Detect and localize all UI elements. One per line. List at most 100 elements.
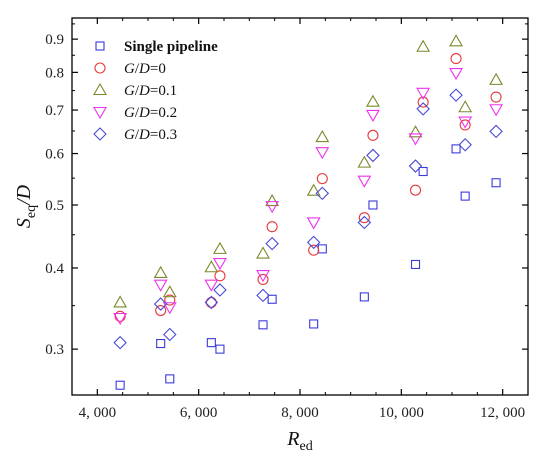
data-point — [489, 104, 504, 117]
data-point — [315, 147, 330, 160]
data-point — [489, 72, 504, 85]
data-point — [113, 335, 127, 350]
data-point — [256, 270, 270, 283]
data-point — [366, 109, 380, 123]
x-tick-label: 6, 000 — [180, 405, 218, 421]
legend-marker — [93, 106, 107, 120]
data-point — [458, 116, 473, 129]
data-point — [153, 279, 168, 292]
data-point — [408, 159, 423, 173]
data-point — [459, 119, 471, 131]
legend-label: G/D=0.3 — [124, 127, 177, 143]
tick-marks: 4, 000 6, 000 8, 000 10, 000 12, 000 0.3 0.4 0.… — [45, 18, 529, 421]
y-tick-label: 0.6 — [45, 147, 64, 163]
data-point — [156, 339, 166, 349]
data-point — [458, 137, 472, 152]
series-3 — [113, 68, 504, 326]
series-2 — [113, 34, 504, 308]
data-point — [257, 273, 269, 286]
y-axis-title-suffix: /D — [13, 184, 35, 206]
data-point — [418, 166, 428, 177]
y-axis-title-main: S — [13, 218, 35, 228]
data-point — [306, 217, 321, 230]
data-point — [366, 148, 380, 163]
legend-item: G/D=0.1 — [93, 82, 177, 99]
data-point — [489, 124, 503, 139]
series-4 — [113, 88, 503, 350]
data-point — [115, 380, 125, 390]
data-point — [449, 68, 464, 81]
data-point — [491, 178, 501, 188]
data-point — [258, 320, 268, 330]
data-point — [162, 302, 177, 315]
data-point — [113, 312, 128, 326]
data-point — [450, 53, 462, 65]
data-point — [214, 270, 226, 282]
data-points — [113, 34, 504, 390]
data-point — [204, 279, 219, 292]
data-point — [204, 260, 219, 273]
data-point — [256, 288, 270, 303]
data-point — [449, 34, 464, 47]
data-point — [265, 236, 279, 251]
data-point — [359, 292, 369, 302]
data-point — [357, 175, 372, 188]
legend-item: Single pipeline — [95, 39, 218, 55]
data-point — [153, 297, 168, 311]
data-point — [409, 184, 422, 196]
x-tick-label: 4, 000 — [79, 405, 117, 421]
legend-marker — [94, 62, 106, 74]
data-point — [366, 94, 380, 107]
legend: Single pipeline G/D=0 G/D=0.1 G/D=0.2 G/D=0.… — [93, 39, 218, 143]
data-point — [417, 96, 429, 108]
data-point — [212, 241, 227, 254]
data-point — [416, 39, 431, 52]
data-point — [163, 327, 177, 342]
data-point — [308, 244, 320, 256]
y-tick-label: 0.3 — [45, 342, 64, 358]
data-point — [155, 304, 167, 317]
legend-label: Single pipeline — [124, 39, 218, 55]
data-point — [265, 193, 280, 207]
data-point — [449, 88, 463, 102]
data-point — [266, 221, 278, 233]
y-tick-label: 0.9 — [45, 32, 64, 48]
series-0 — [115, 144, 501, 390]
data-point — [490, 91, 502, 103]
data-point — [367, 129, 379, 141]
legend-marker — [93, 127, 107, 141]
data-point — [416, 87, 431, 100]
data-point — [317, 244, 327, 254]
data-point — [204, 295, 219, 310]
data-point — [410, 259, 421, 270]
y-tick-label: 0.4 — [45, 261, 64, 277]
data-point — [358, 212, 370, 224]
x-axis-title: Red — [286, 428, 312, 454]
data-point — [357, 155, 372, 168]
data-point — [206, 338, 216, 348]
legend-marker — [95, 41, 105, 51]
data-point — [164, 294, 176, 306]
data-point — [315, 129, 330, 143]
data-point — [416, 102, 430, 116]
data-point — [316, 173, 328, 185]
data-point — [306, 235, 321, 250]
x-axis-title-main: R — [286, 428, 299, 450]
data-point — [306, 183, 321, 196]
x-axis-title-subscript: ed — [300, 439, 313, 454]
legend-label: G/D=0.1 — [124, 83, 177, 99]
data-point — [357, 215, 372, 230]
legend-label: G/D=0 — [124, 61, 166, 77]
y-tick-label: 0.8 — [45, 65, 64, 81]
data-point — [309, 319, 319, 329]
legend-item: G/D=0.3 — [93, 127, 177, 143]
data-point — [267, 294, 277, 304]
y-tick-label: 0.5 — [45, 198, 64, 214]
data-point — [458, 100, 473, 113]
data-point — [451, 144, 461, 154]
data-point — [368, 200, 378, 210]
data-point — [460, 191, 470, 201]
data-point — [256, 246, 270, 259]
y-axis-title-subscript: eq — [24, 205, 39, 218]
